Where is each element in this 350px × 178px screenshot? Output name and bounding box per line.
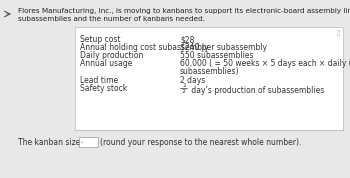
Text: Daily production: Daily production [80,51,144,60]
Text: 2 days: 2 days [180,76,205,85]
Text: day’s production of subassemblies: day’s production of subassemblies [189,86,324,95]
Text: 60,000 ( = 50 weeks × 5 days each × daily usage of  240: 60,000 ( = 50 weeks × 5 days each × dail… [180,59,350,68]
FancyBboxPatch shape [75,27,343,130]
Text: $28: $28 [180,35,194,44]
Text: $240 per subassembly: $240 per subassembly [180,43,267,52]
Text: 550 subassemblies: 550 subassemblies [180,51,253,60]
Text: Annual holding cost subassembly: Annual holding cost subassembly [80,43,209,52]
Text: 2: 2 [182,89,186,94]
Text: The kanban size is: The kanban size is [18,138,89,147]
Text: ⬜: ⬜ [337,30,340,36]
Text: Flores Manufacturing, Inc., is moving to kanbans to support its electronic-board: Flores Manufacturing, Inc., is moving to… [18,8,350,14]
Text: Annual usage: Annual usage [80,59,132,68]
Text: Lead time: Lead time [80,76,118,85]
Text: (round your response to the nearest whole number).: (round your response to the nearest whol… [100,138,301,147]
Text: 1: 1 [182,83,186,88]
Text: Safety stock: Safety stock [80,84,127,93]
Text: ‸: ‸ [81,138,83,143]
Text: Setup cost: Setup cost [80,35,120,44]
Text: subassemblies): subassemblies) [180,67,239,76]
Text: subassemblies and the number of kanbans needed.: subassemblies and the number of kanbans … [18,16,205,22]
FancyBboxPatch shape [78,137,98,146]
